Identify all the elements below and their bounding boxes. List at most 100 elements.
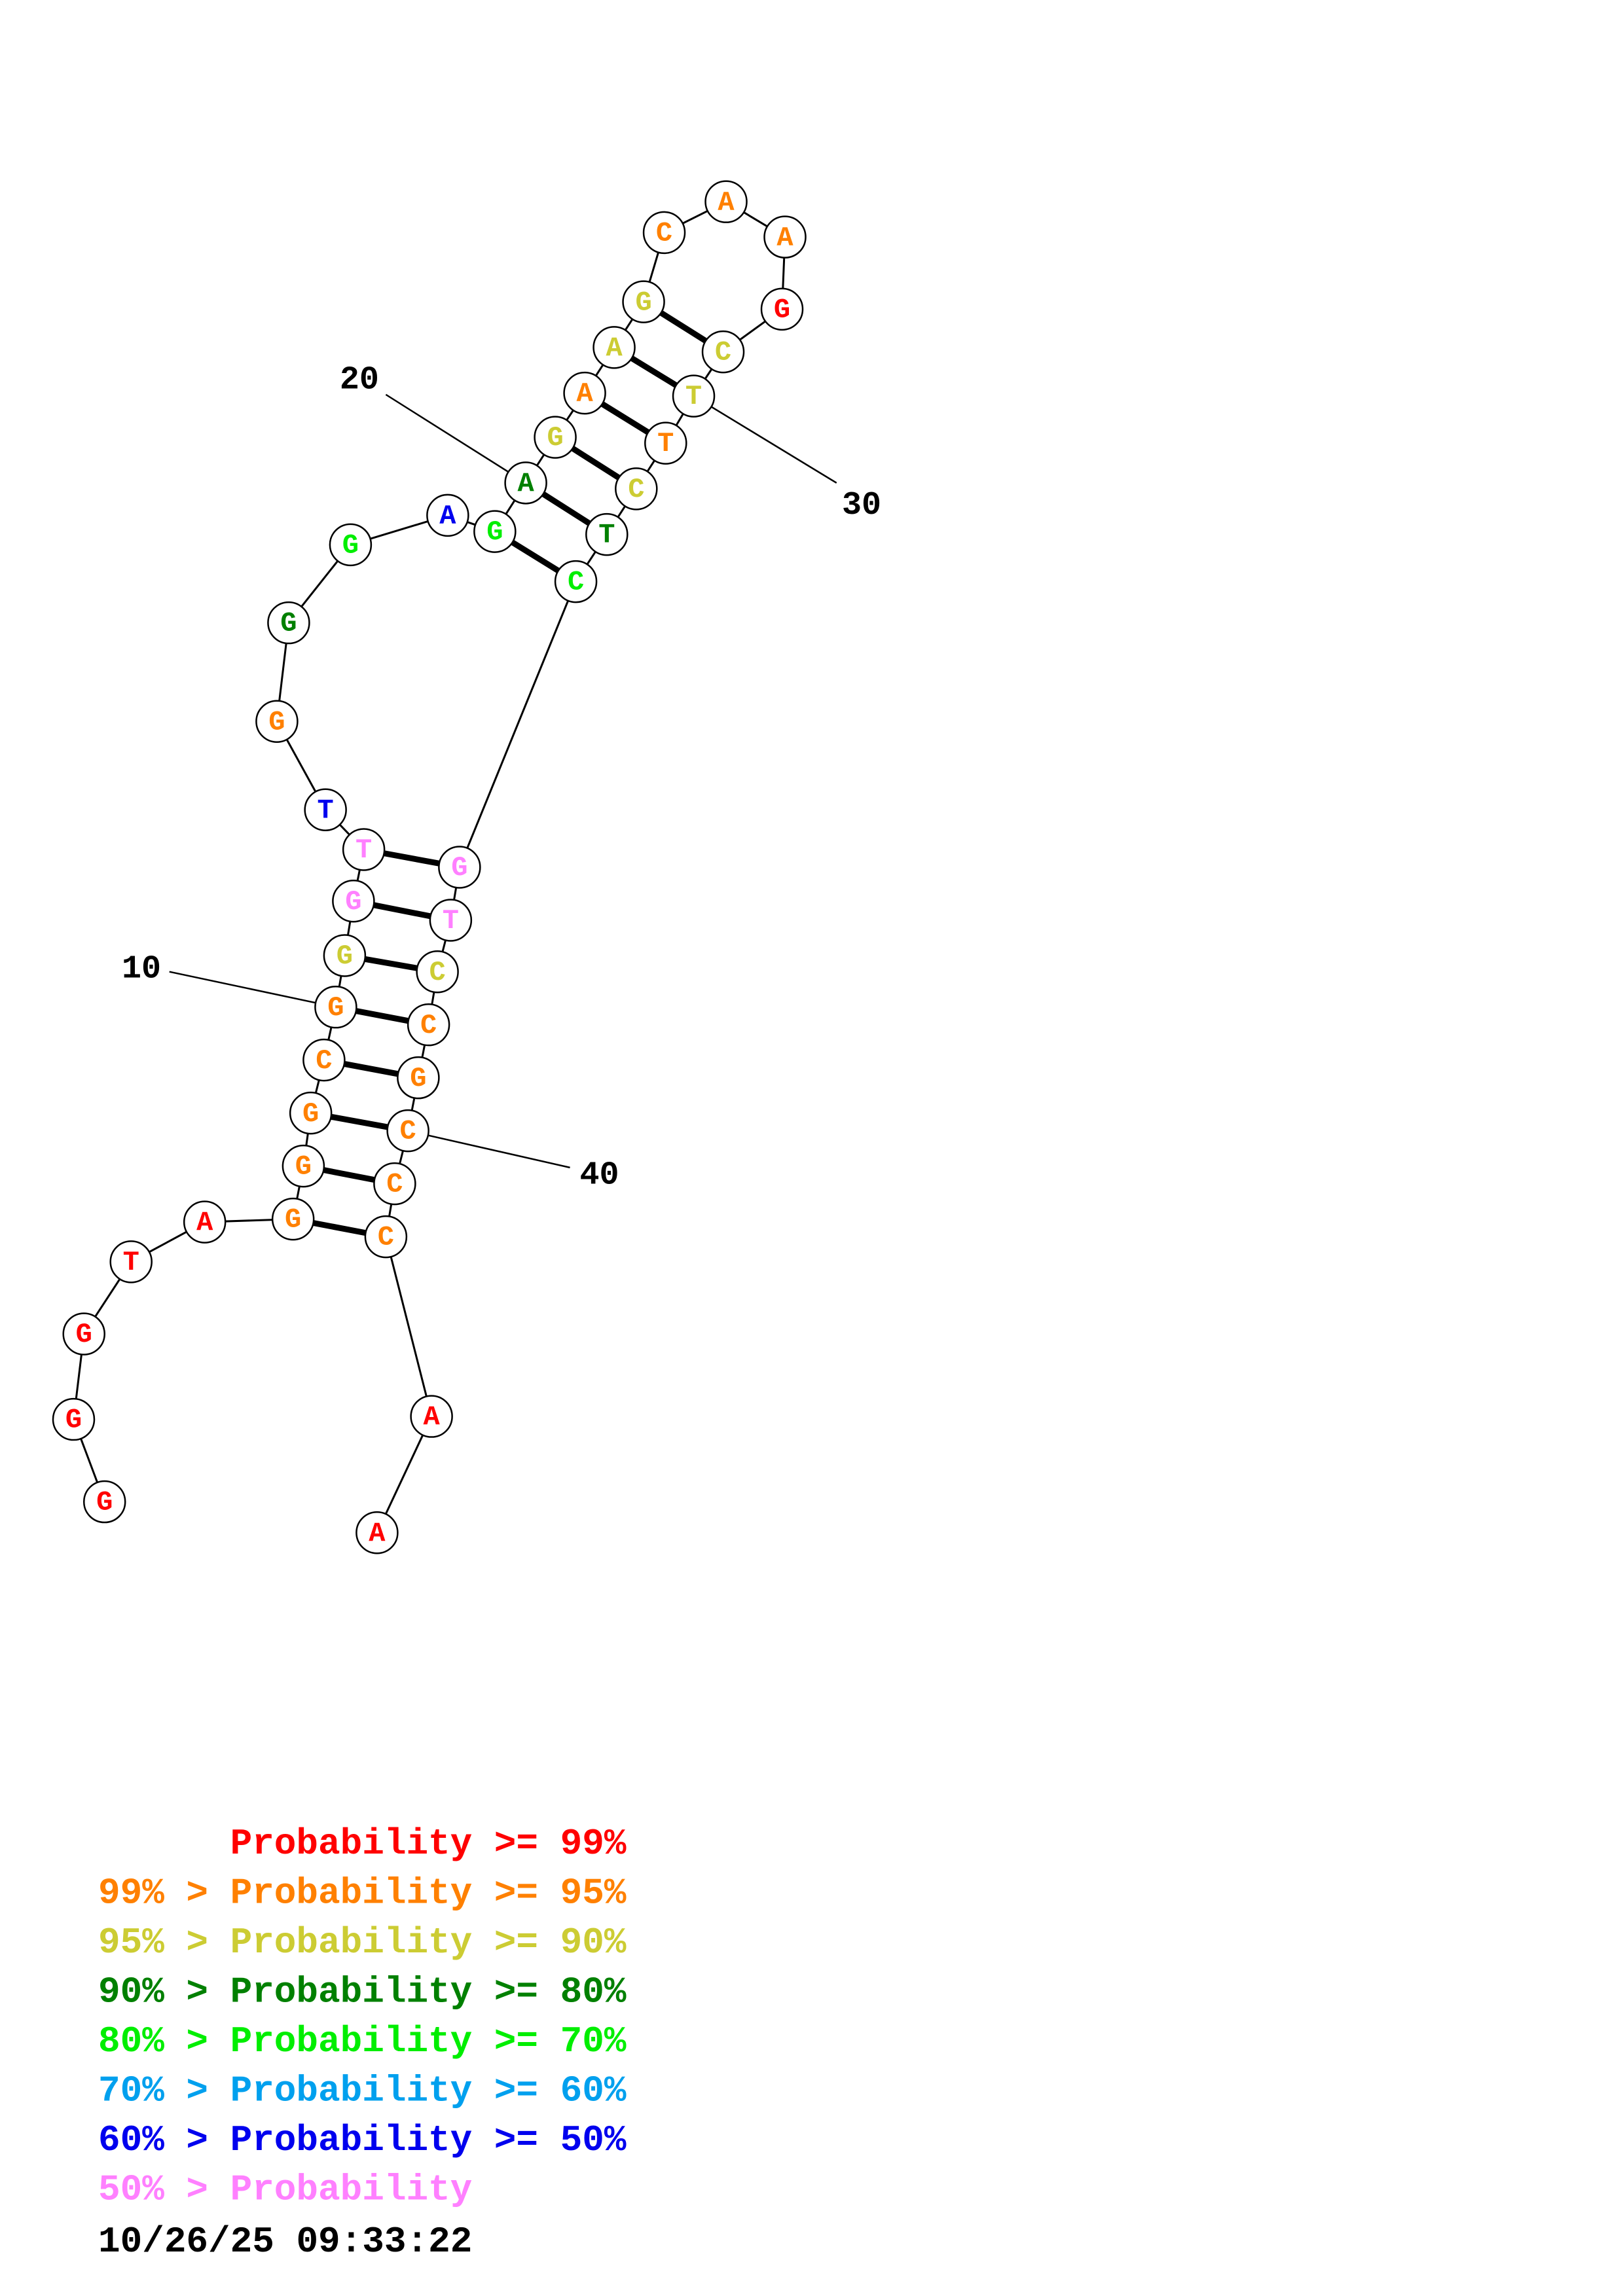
nucleotide-base: A (576, 378, 593, 410)
legend-row: Probability >= 99% (230, 1823, 627, 1865)
nucleotide-base: G (268, 706, 285, 738)
nucleotide-circle (622, 280, 665, 323)
legend-row: 95% > Probability >= 90% (98, 1922, 627, 1964)
nucleotide-base: C (656, 218, 672, 249)
nucleotide-circle (760, 287, 804, 331)
nucleotide-base: G (547, 422, 563, 454)
nucleotide: A (704, 180, 748, 223)
nucleotide-circle (82, 1480, 126, 1524)
legend-prefix: 80% > (98, 2020, 208, 2062)
position-label-line (169, 971, 337, 1008)
legend-row: 60% > Probability >= 50% (98, 2119, 627, 2161)
nucleotide: G (52, 1397, 96, 1441)
legend-label: Probability (230, 1922, 473, 1964)
nucleotide: C (373, 1162, 416, 1206)
nucleotide: T (672, 374, 716, 418)
nucleotide-circle (289, 1091, 333, 1135)
nucleotide-circle (356, 1511, 399, 1554)
nucleotide-base: G (285, 1204, 301, 1236)
nucleotide-circle (267, 601, 310, 645)
nucleotide-circle (304, 788, 347, 831)
nucleotide-circle (704, 180, 748, 223)
position-label: 20 (340, 362, 379, 399)
nucleotide: C (302, 1038, 346, 1082)
legend-row: 70% > Probability >= 60% (98, 2070, 627, 2112)
nucleotide-base: G (345, 886, 361, 918)
nucleotide: G (438, 846, 481, 889)
nucleotide: A (410, 1395, 453, 1438)
backbone-link (384, 1236, 433, 1417)
nucleotide: G (267, 601, 310, 645)
legend-row: 99% > Probability >= 95% (98, 1873, 627, 1914)
position-label-line (385, 393, 526, 484)
nucleotide-circle (644, 422, 687, 465)
nucleotide-base: G (327, 992, 344, 1024)
nucleotide: C (407, 1003, 450, 1047)
nucleotide-circle (416, 950, 459, 994)
legend-prefix: 70% > (98, 2070, 208, 2112)
nucleotide: A (426, 493, 469, 537)
nucleotide-base: C (628, 474, 644, 505)
legend-row: 90% > Probability >= 80% (98, 1971, 627, 2013)
nucleotide-circle (364, 1215, 408, 1259)
nucleotide-circle (329, 523, 373, 567)
nucleotide: C (615, 467, 658, 511)
position-label-line (693, 395, 837, 484)
nucleotide-circle (585, 512, 629, 556)
legend-suffix: >= 70% (494, 2020, 627, 2062)
legend-suffix: >= 80% (494, 1971, 627, 2013)
nucleotide-base: A (776, 222, 793, 253)
nucleotide-base: C (378, 1222, 394, 1253)
nucleotide: T (109, 1240, 153, 1283)
nucleotide: G (473, 510, 517, 553)
nucleotide-circle (302, 1038, 346, 1082)
nucleotide-circle (109, 1240, 153, 1283)
legend-label: Probability (230, 1971, 473, 2013)
nucleotide-base: T (123, 1247, 139, 1278)
legend-suffix: >= 60% (494, 2070, 627, 2112)
nucleotide-base: A (517, 468, 534, 499)
nucleotide-base: G (76, 1319, 92, 1350)
nucleotide: G (760, 287, 804, 331)
nucleotide-circle (332, 879, 375, 923)
nucleotide-base: C (316, 1045, 332, 1077)
nucleotide-circle (282, 1144, 325, 1188)
nucleotide-circle (554, 560, 598, 603)
legend-prefix: 95% > (98, 1922, 208, 1964)
legend-prefix: 50% > (98, 2169, 208, 2211)
nucleotide: G (329, 523, 373, 567)
nucleotide-base: T (657, 428, 674, 459)
nucleotide: C (701, 330, 745, 374)
nucleotide-base: A (424, 1401, 441, 1433)
nucleotide-circle (314, 985, 357, 1029)
nucleotide-base: G (410, 1063, 426, 1094)
nucleotide-circle (52, 1397, 96, 1441)
legend-suffix: >= 99% (494, 1823, 627, 1865)
nucleotide-circle (342, 828, 386, 871)
nucleotide-circle (429, 899, 473, 942)
legend-label: Probability (230, 1873, 473, 1914)
nucleotide-base: G (635, 287, 651, 318)
nucleotide-base: G (451, 852, 467, 884)
nucleotide-base: G (295, 1151, 312, 1183)
nucleotide-base: G (486, 516, 503, 548)
nucleotide-circle (410, 1395, 453, 1438)
legend-label: Probability (230, 1823, 473, 1865)
nucleotide-circle (701, 330, 745, 374)
nucleotide: T (644, 422, 687, 465)
nucleotide: C (554, 560, 598, 603)
nucleotide-base: T (318, 795, 334, 826)
nucleotide: G (255, 700, 299, 744)
nucleotide-circle (386, 1109, 429, 1153)
nucleotide: G (271, 1197, 315, 1241)
probability-legend: Probability >= 99%99% > Probability >= 95%9… (98, 1823, 627, 2211)
nucleotide-circle (271, 1197, 315, 1241)
nucleotide-circle (397, 1056, 440, 1100)
nucleotide-circle (563, 371, 606, 415)
nucleotide-base: C (568, 567, 584, 598)
nucleotide-circle (255, 700, 299, 744)
nucleotide-circle (642, 211, 686, 255)
legend-suffix: >= 95% (494, 1873, 627, 1914)
